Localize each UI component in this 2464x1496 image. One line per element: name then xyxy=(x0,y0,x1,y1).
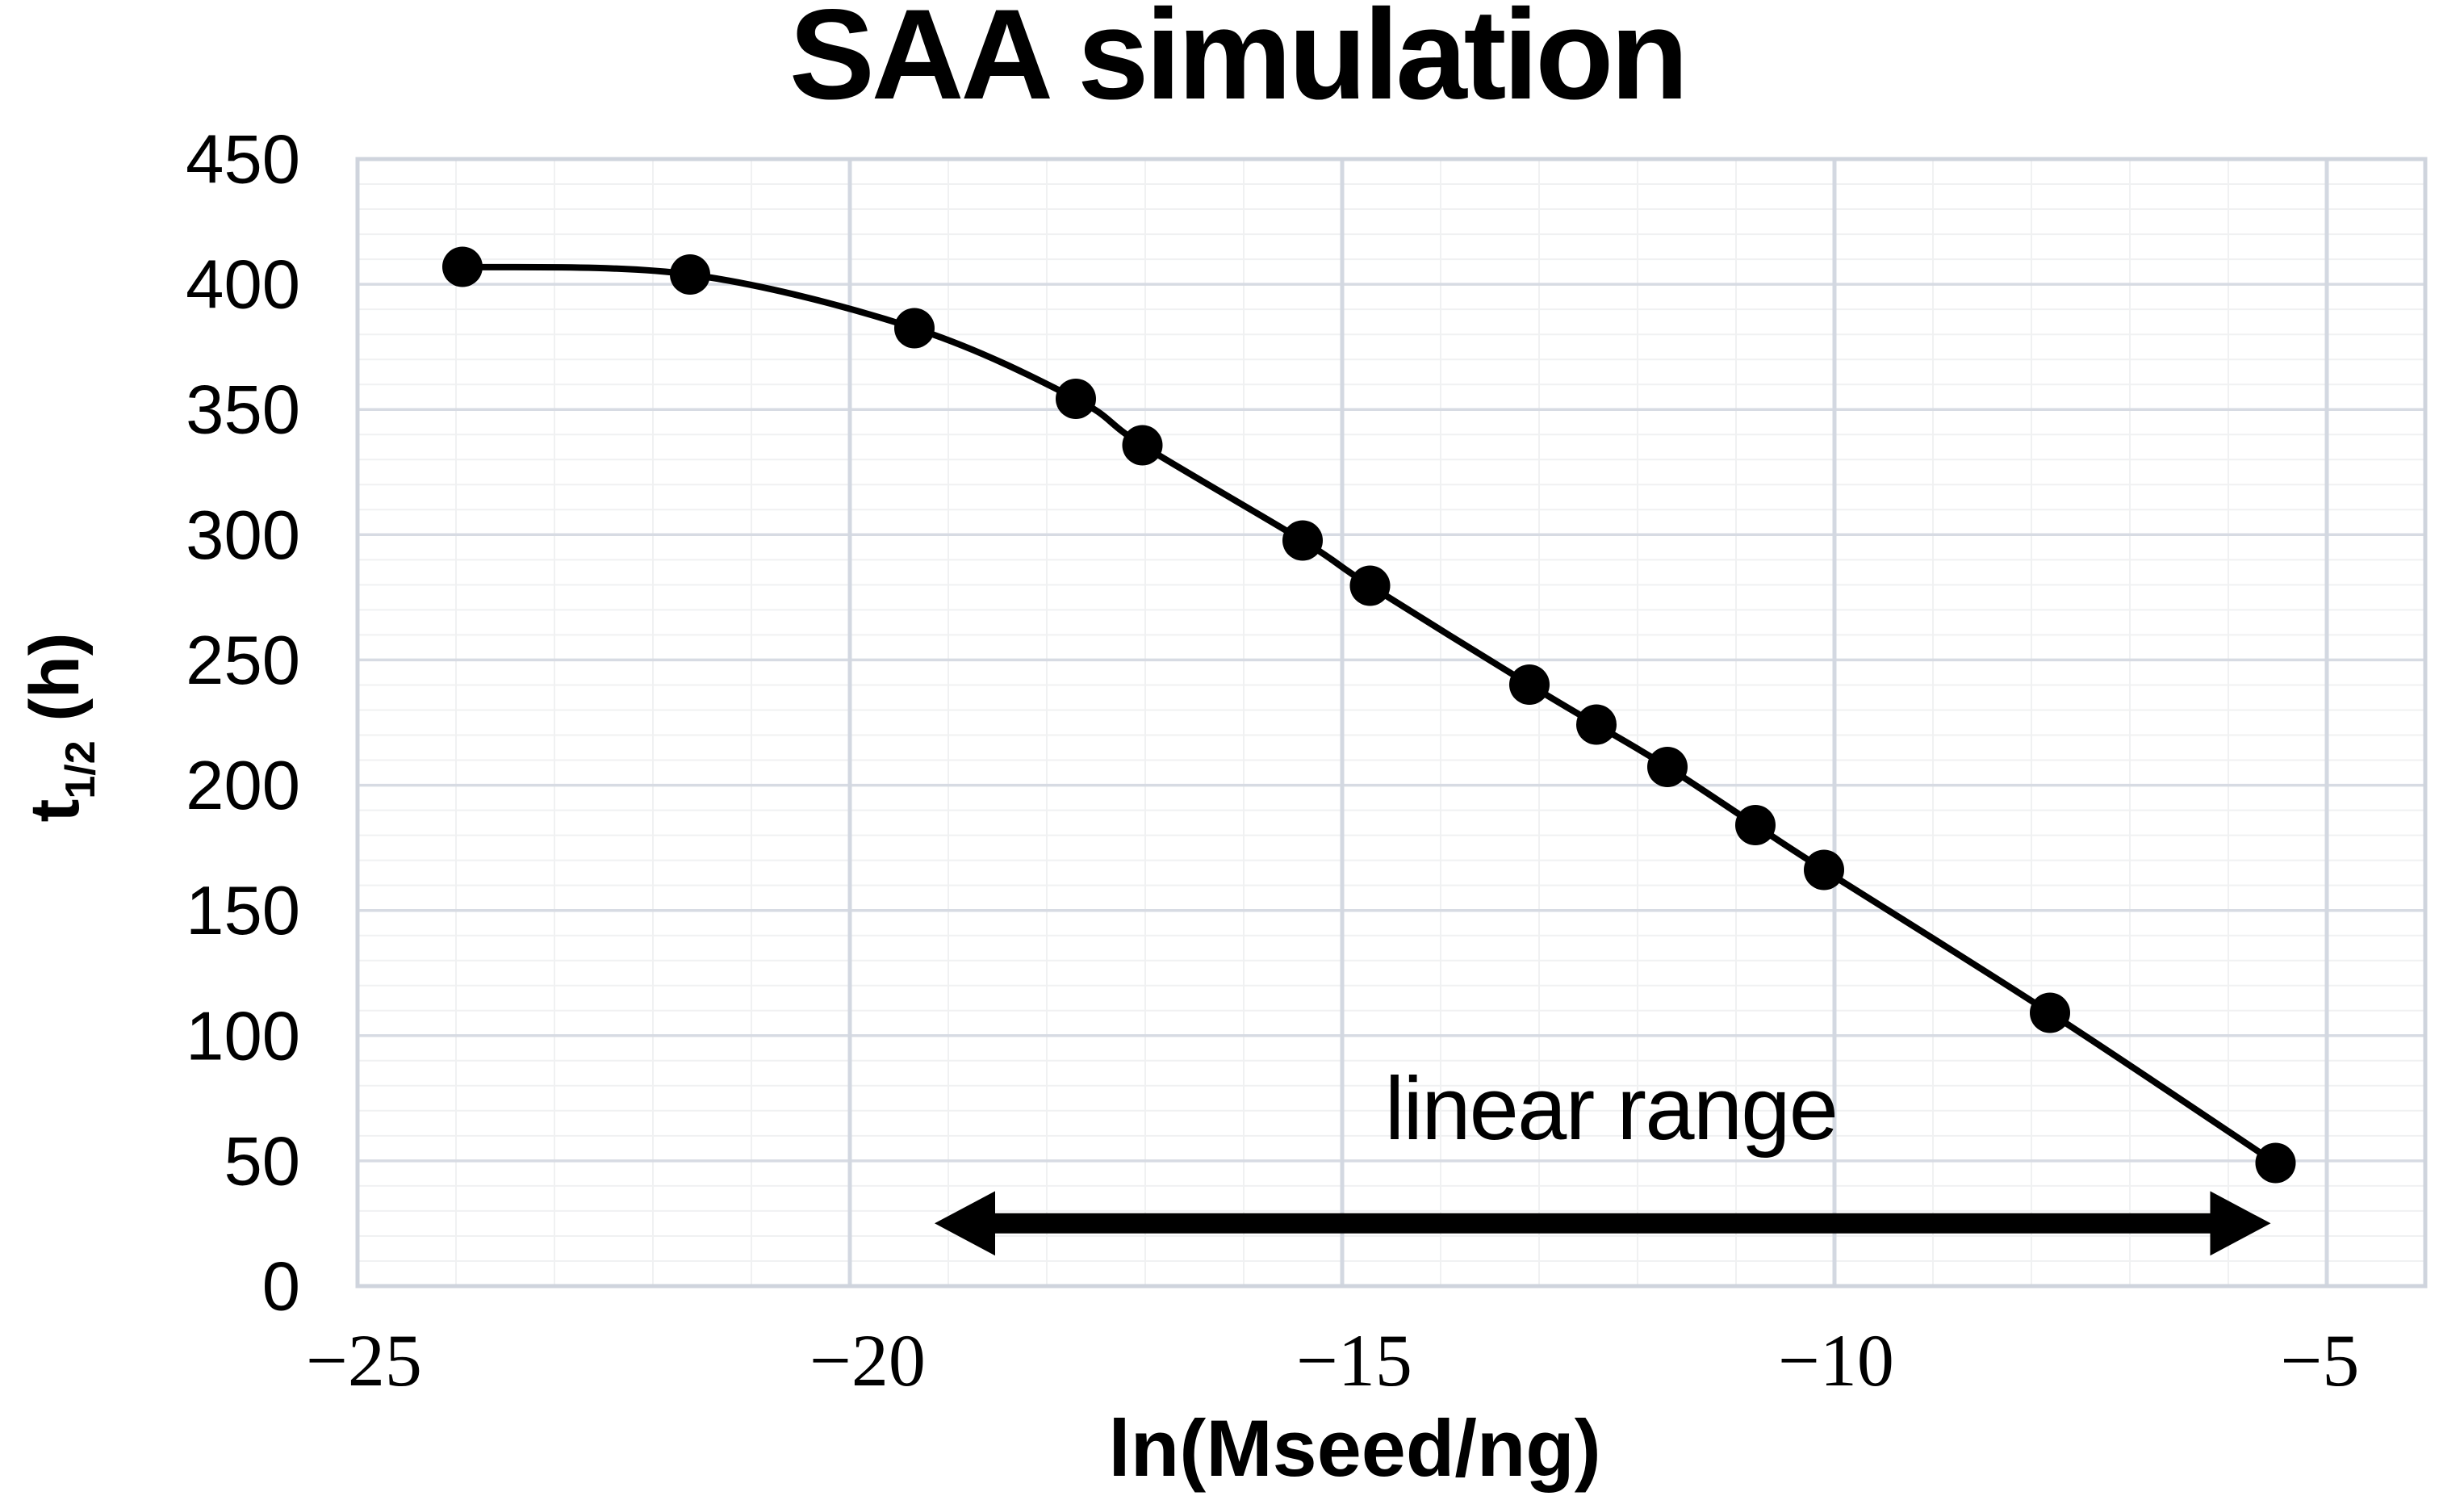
svg-text:400: 400 xyxy=(186,247,300,324)
svg-text:300: 300 xyxy=(186,497,300,574)
svg-text:−25: −25 xyxy=(306,1319,422,1402)
svg-text:−10: −10 xyxy=(1778,1319,1894,1402)
svg-text:100: 100 xyxy=(186,998,300,1075)
svg-text:250: 250 xyxy=(186,622,300,699)
svg-text:0: 0 xyxy=(262,1249,300,1326)
svg-text:linear range: linear range xyxy=(1385,1059,1838,1159)
svg-text:450: 450 xyxy=(186,122,300,199)
svg-text:350: 350 xyxy=(186,372,300,449)
svg-text:150: 150 xyxy=(186,873,300,949)
svg-text:−15: −15 xyxy=(1296,1319,1412,1402)
svg-text:SAA simulation: SAA simulation xyxy=(789,0,1685,126)
svg-text:50: 50 xyxy=(224,1123,300,1200)
svg-text:−20: −20 xyxy=(809,1319,926,1402)
svg-text:ln(Mseed/ng): ln(Mseed/ng) xyxy=(1108,1403,1600,1493)
svg-text:200: 200 xyxy=(186,748,300,824)
svg-text:−5: −5 xyxy=(2281,1319,2360,1402)
